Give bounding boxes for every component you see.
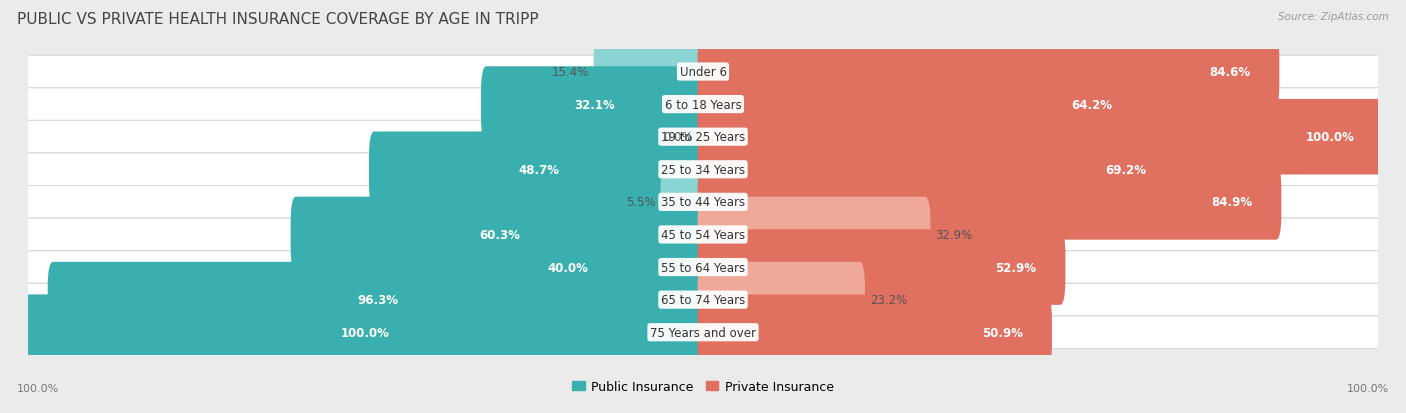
Text: 60.3%: 60.3% — [479, 228, 520, 241]
FancyBboxPatch shape — [20, 218, 1386, 251]
Text: Source: ZipAtlas.com: Source: ZipAtlas.com — [1278, 12, 1389, 22]
Text: 64.2%: 64.2% — [1071, 98, 1112, 112]
Text: 96.3%: 96.3% — [357, 293, 398, 306]
Text: 40.0%: 40.0% — [547, 261, 589, 274]
FancyBboxPatch shape — [20, 251, 1386, 284]
Text: 32.1%: 32.1% — [574, 98, 614, 112]
Text: 55 to 64 Years: 55 to 64 Years — [661, 261, 745, 274]
Text: 52.9%: 52.9% — [995, 261, 1036, 274]
Text: 100.0%: 100.0% — [17, 383, 59, 393]
Text: 69.2%: 69.2% — [1105, 164, 1146, 176]
FancyBboxPatch shape — [20, 154, 1386, 186]
Text: 50.9%: 50.9% — [981, 326, 1024, 339]
FancyBboxPatch shape — [20, 186, 1386, 218]
Text: Under 6: Under 6 — [679, 66, 727, 79]
FancyBboxPatch shape — [697, 67, 1142, 142]
FancyBboxPatch shape — [20, 284, 1386, 316]
FancyBboxPatch shape — [697, 230, 1066, 305]
Text: 100.0%: 100.0% — [1347, 383, 1389, 393]
FancyBboxPatch shape — [20, 121, 1386, 154]
Text: 84.9%: 84.9% — [1211, 196, 1253, 209]
FancyBboxPatch shape — [48, 262, 709, 337]
FancyBboxPatch shape — [593, 35, 709, 110]
FancyBboxPatch shape — [427, 230, 709, 305]
Text: 19 to 25 Years: 19 to 25 Years — [661, 131, 745, 144]
Text: 35 to 44 Years: 35 to 44 Years — [661, 196, 745, 209]
FancyBboxPatch shape — [697, 35, 1279, 110]
Text: 100.0%: 100.0% — [1305, 131, 1354, 144]
FancyBboxPatch shape — [697, 262, 865, 337]
FancyBboxPatch shape — [20, 56, 1386, 88]
FancyBboxPatch shape — [291, 197, 709, 273]
Text: 0.0%: 0.0% — [664, 131, 693, 144]
FancyBboxPatch shape — [661, 165, 709, 240]
Text: 48.7%: 48.7% — [519, 164, 560, 176]
FancyBboxPatch shape — [22, 295, 709, 370]
Text: 84.6%: 84.6% — [1209, 66, 1250, 79]
Text: 75 Years and over: 75 Years and over — [650, 326, 756, 339]
FancyBboxPatch shape — [697, 132, 1175, 208]
Text: 6 to 18 Years: 6 to 18 Years — [665, 98, 741, 112]
Text: PUBLIC VS PRIVATE HEALTH INSURANCE COVERAGE BY AGE IN TRIPP: PUBLIC VS PRIVATE HEALTH INSURANCE COVER… — [17, 12, 538, 27]
Text: 45 to 54 Years: 45 to 54 Years — [661, 228, 745, 241]
FancyBboxPatch shape — [697, 100, 1384, 175]
Text: 32.9%: 32.9% — [935, 228, 973, 241]
Text: 65 to 74 Years: 65 to 74 Years — [661, 293, 745, 306]
FancyBboxPatch shape — [481, 67, 709, 142]
Text: 23.2%: 23.2% — [870, 293, 907, 306]
FancyBboxPatch shape — [697, 165, 1281, 240]
FancyBboxPatch shape — [20, 316, 1386, 349]
Text: 5.5%: 5.5% — [626, 196, 655, 209]
FancyBboxPatch shape — [368, 132, 709, 208]
FancyBboxPatch shape — [697, 295, 1052, 370]
Legend: Public Insurance, Private Insurance: Public Insurance, Private Insurance — [567, 375, 839, 398]
FancyBboxPatch shape — [697, 197, 931, 273]
Text: 25 to 34 Years: 25 to 34 Years — [661, 164, 745, 176]
Text: 15.4%: 15.4% — [551, 66, 589, 79]
Text: 100.0%: 100.0% — [342, 326, 389, 339]
FancyBboxPatch shape — [20, 88, 1386, 121]
